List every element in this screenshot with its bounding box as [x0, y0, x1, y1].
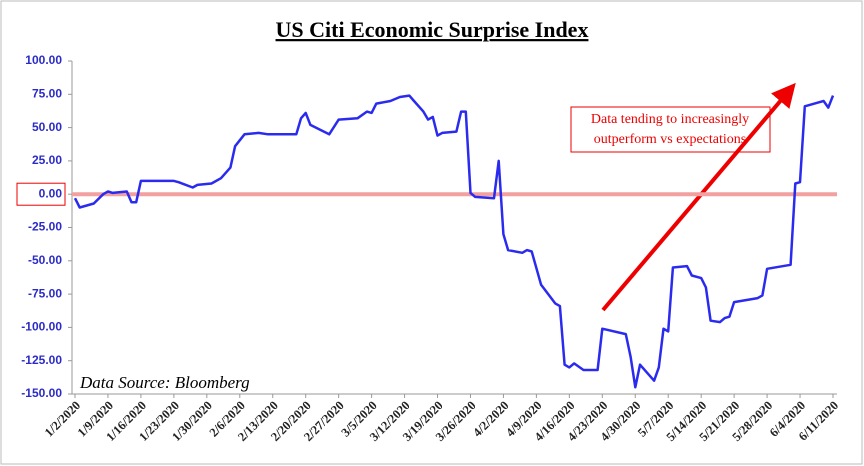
chart-title: US Citi Economic Surprise Index: [276, 17, 589, 42]
data-line: [73, 94, 835, 389]
highlight-box: [16, 182, 66, 206]
source-note: Data Source: Bloomberg: [79, 373, 250, 392]
y-tick-label: -50.00: [28, 253, 62, 267]
y-tick-label: 75.00: [32, 86, 62, 100]
y-tick-label: -150.00: [21, 386, 62, 400]
annotation-text: outperform vs expectations: [594, 132, 746, 147]
trend-arrow: [601, 82, 796, 312]
y-tick-label: -125.00: [21, 353, 62, 367]
annotation-text: Data tending to increasingly: [591, 112, 749, 127]
y-tick-label: -75.00: [28, 286, 62, 300]
annotation-box: [570, 106, 771, 153]
y-tick-label: 100.00: [25, 53, 62, 67]
y-tick-label: 0.00: [39, 186, 63, 200]
y-tick-label: -25.00: [28, 220, 62, 234]
y-tick-label: -100.00: [21, 320, 62, 334]
y-tick-label: 25.00: [32, 153, 62, 167]
y-tick-label: 50.00: [32, 120, 62, 134]
